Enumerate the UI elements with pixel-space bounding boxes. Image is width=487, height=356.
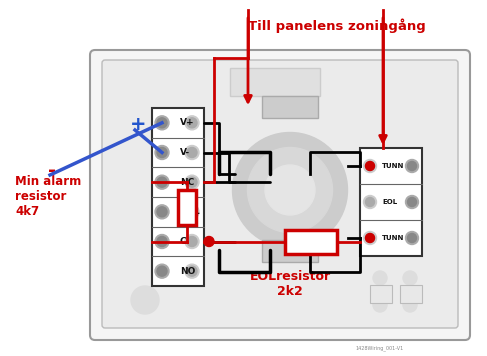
Ellipse shape xyxy=(157,207,167,217)
Ellipse shape xyxy=(155,175,169,189)
Ellipse shape xyxy=(155,116,169,130)
Ellipse shape xyxy=(366,234,375,242)
Ellipse shape xyxy=(363,231,376,245)
Ellipse shape xyxy=(187,236,197,246)
Ellipse shape xyxy=(187,118,197,128)
Ellipse shape xyxy=(403,298,417,312)
Text: Till panelens zoningång: Till panelens zoningång xyxy=(248,18,426,32)
Bar xyxy=(230,68,320,96)
Text: C: C xyxy=(180,237,187,246)
Ellipse shape xyxy=(155,146,169,159)
Text: EOL: EOL xyxy=(382,199,397,205)
Ellipse shape xyxy=(157,177,167,187)
Ellipse shape xyxy=(373,271,387,285)
Ellipse shape xyxy=(185,175,199,189)
Text: V-: V- xyxy=(180,148,190,157)
Ellipse shape xyxy=(155,205,169,219)
Bar xyxy=(262,240,318,262)
Ellipse shape xyxy=(366,234,375,242)
Ellipse shape xyxy=(366,198,375,206)
Text: 1428Wiring_001-V1: 1428Wiring_001-V1 xyxy=(356,345,404,351)
Ellipse shape xyxy=(155,264,169,278)
Ellipse shape xyxy=(363,159,376,173)
Text: NC: NC xyxy=(180,178,194,187)
Text: NO: NO xyxy=(180,267,195,276)
Text: TUNN: TUNN xyxy=(382,163,404,169)
Bar xyxy=(178,190,196,225)
Ellipse shape xyxy=(366,162,375,171)
Ellipse shape xyxy=(157,236,167,246)
Ellipse shape xyxy=(408,162,416,171)
Ellipse shape xyxy=(157,266,167,276)
Text: TUNN: TUNN xyxy=(382,235,404,241)
Ellipse shape xyxy=(408,234,416,242)
Ellipse shape xyxy=(247,147,333,232)
FancyBboxPatch shape xyxy=(102,60,458,328)
Ellipse shape xyxy=(406,195,418,209)
Text: -: - xyxy=(48,161,56,179)
Ellipse shape xyxy=(157,118,167,128)
Ellipse shape xyxy=(155,235,169,248)
Ellipse shape xyxy=(406,159,418,173)
Ellipse shape xyxy=(185,205,199,219)
Bar xyxy=(152,108,204,286)
Ellipse shape xyxy=(363,195,376,209)
Ellipse shape xyxy=(408,198,416,206)
Bar xyxy=(262,96,318,118)
Ellipse shape xyxy=(366,162,375,171)
Text: EOLresistor
2k2: EOLresistor 2k2 xyxy=(249,270,331,298)
Ellipse shape xyxy=(187,207,197,217)
Text: +: + xyxy=(130,115,146,135)
Ellipse shape xyxy=(131,286,159,314)
Ellipse shape xyxy=(265,165,315,215)
Ellipse shape xyxy=(187,177,197,187)
Ellipse shape xyxy=(232,132,348,247)
Ellipse shape xyxy=(185,146,199,159)
Bar xyxy=(285,230,337,253)
FancyBboxPatch shape xyxy=(90,50,470,340)
Ellipse shape xyxy=(373,298,387,312)
Ellipse shape xyxy=(185,264,199,278)
Ellipse shape xyxy=(185,116,199,130)
Ellipse shape xyxy=(157,147,167,157)
Ellipse shape xyxy=(403,271,417,285)
Bar xyxy=(360,148,422,256)
Ellipse shape xyxy=(204,236,214,246)
Text: EOL: EOL xyxy=(180,207,200,216)
Ellipse shape xyxy=(187,266,197,276)
Ellipse shape xyxy=(187,147,197,157)
Bar xyxy=(370,285,392,303)
Ellipse shape xyxy=(185,235,199,248)
Text: V+: V+ xyxy=(180,118,195,127)
Bar xyxy=(400,285,422,303)
Text: Min alarm
resistor
4k7: Min alarm resistor 4k7 xyxy=(15,175,81,218)
Ellipse shape xyxy=(406,231,418,245)
